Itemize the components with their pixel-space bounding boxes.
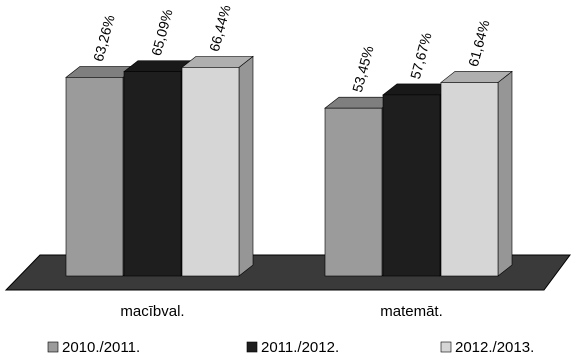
category-label: matemāt. xyxy=(380,303,443,320)
legend-swatch xyxy=(47,341,59,353)
legend-label: 2010./2011. xyxy=(62,339,140,356)
bar-side xyxy=(497,70,513,277)
data-label: 61,64% xyxy=(465,18,493,68)
legend-swatch xyxy=(246,341,258,353)
data-label: 66,44% xyxy=(206,3,234,53)
legend-label: 2011./2012. xyxy=(261,339,339,356)
data-label: 57,67% xyxy=(407,31,435,81)
data-label: 63,26% xyxy=(90,13,118,63)
bar xyxy=(440,82,499,277)
bar-side xyxy=(238,55,254,277)
legend-label: 2012./2013. xyxy=(455,339,534,356)
category-label: macībval. xyxy=(120,303,184,320)
legend-swatch xyxy=(440,341,452,353)
bar xyxy=(382,94,441,277)
bar xyxy=(181,67,240,277)
bar xyxy=(324,107,383,277)
bar xyxy=(65,77,124,277)
bar xyxy=(123,71,182,277)
data-label: 65,09% xyxy=(148,7,176,57)
data-label: 53,45% xyxy=(349,44,377,94)
